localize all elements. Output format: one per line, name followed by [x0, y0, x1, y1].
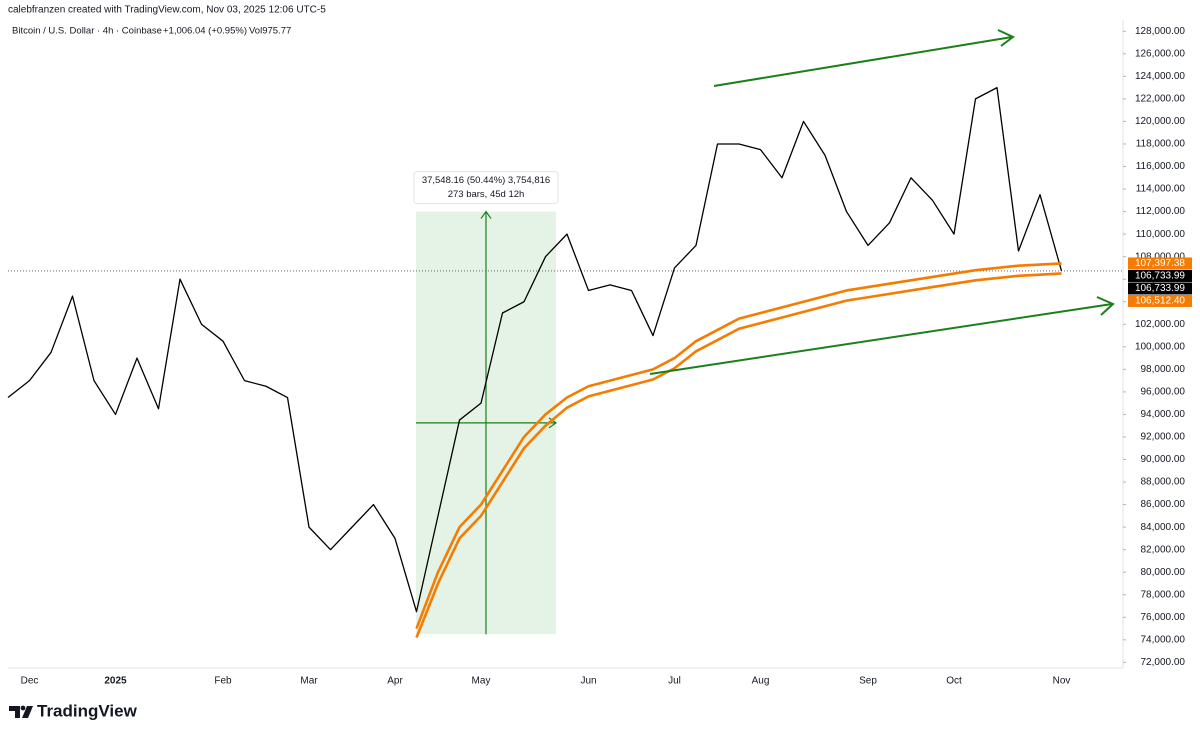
- y-tick-label: 102,000.00: [1135, 319, 1185, 330]
- y-tick-label: 78,000.00: [1141, 589, 1186, 600]
- arrow-head: [997, 29, 1015, 47]
- brand: TradingView: [37, 701, 138, 720]
- logo-dot: [20, 705, 26, 711]
- x-tick-label: Dec: [21, 676, 39, 687]
- x-tick-label: Aug: [752, 676, 770, 687]
- y-tick-label: 72,000.00: [1141, 657, 1186, 668]
- arrow-head: [1096, 296, 1115, 316]
- x-tick-label: Jul: [668, 676, 681, 687]
- y-tick-label: 120,000.00: [1135, 116, 1185, 127]
- symbol: Bitcoin / U.S. Dollar · 4h · Coinbase: [12, 26, 162, 37]
- trend-lines: [649, 29, 1115, 375]
- x-tick-label: Apr: [387, 676, 403, 687]
- change: +1,006.04 (+0.95%): [163, 26, 247, 37]
- measure-label: 37,548.16 (50.44%) 3,754,816: [422, 175, 550, 186]
- y-tick-label: 108,000.00: [1135, 251, 1185, 262]
- y-tick-label: 122,000.00: [1135, 94, 1185, 105]
- y-tick-label: 74,000.00: [1141, 634, 1186, 645]
- x-tick-label: Sep: [859, 676, 877, 687]
- arrow-head: [480, 210, 492, 219]
- x-tick-label: Mar: [300, 676, 318, 687]
- logo-mark: [9, 706, 33, 718]
- measure-tool: 37,548.16 (50.44%) 3,754,816 273 bars, 45…: [413, 171, 559, 635]
- attribution: calebfranzen created with TradingView.co…: [8, 5, 326, 16]
- trend-line: [649, 303, 1113, 375]
- price-label-box: [1128, 257, 1192, 270]
- y-tick-label: 76,000.00: [1141, 612, 1186, 623]
- y-tick-label: 82,000.00: [1141, 544, 1186, 555]
- measure-label: 273 bars, 45d 12h: [448, 189, 525, 200]
- price-label-box: [1128, 269, 1192, 282]
- price-line: [415, 262, 1062, 630]
- y-tick-label: 112,000.00: [1136, 206, 1186, 217]
- y-tick-label: 124,000.00: [1135, 71, 1185, 82]
- y-tick-label: 128,000.00: [1135, 26, 1185, 37]
- measure-label-box: [413, 171, 559, 205]
- price-label: 106,512.40: [1135, 296, 1185, 307]
- x-tick-label: May: [472, 676, 491, 687]
- axes: 72,000.00 74,000.00 76,000.00 78,000.00 80,0…: [21, 26, 1192, 687]
- trend-line: [713, 36, 1013, 87]
- series-layer: [7, 86, 1123, 639]
- y-tick-label: 92,000.00: [1141, 432, 1186, 443]
- y-tick-label: 88,000.00: [1141, 477, 1186, 488]
- y-tick-label: 90,000.00: [1141, 454, 1186, 465]
- y-tick-label: 116,000.00: [1136, 161, 1186, 172]
- price-line: [415, 272, 1062, 639]
- y-tick-label: 114,000.00: [1136, 184, 1186, 195]
- y-tick-label: 94,000.00: [1141, 409, 1186, 420]
- brand-logo: TradingView: [9, 701, 138, 720]
- y-tick-label: 118,000.00: [1136, 139, 1186, 150]
- price-label-box: [1128, 282, 1192, 295]
- price-label: 107,397.38: [1135, 258, 1185, 269]
- x-tick-label: Feb: [214, 676, 232, 687]
- x-tick-label: Jun: [580, 676, 596, 687]
- y-tick-label: 98,000.00: [1141, 364, 1186, 375]
- price-label: 106,733.99: [1135, 271, 1185, 282]
- y-tick-label: 84,000.00: [1141, 522, 1186, 533]
- price-label-box: [1128, 294, 1192, 307]
- y-tick-label: 96,000.00: [1141, 387, 1186, 398]
- x-tick-label: 2025: [104, 676, 127, 687]
- y-tick-label: 86,000.00: [1141, 499, 1186, 510]
- volume: Vol975.77: [249, 26, 291, 37]
- y-tick-label: 110,000.00: [1136, 229, 1186, 240]
- y-tick-label: 100,000.00: [1135, 341, 1185, 352]
- price-label: 106,733.99: [1135, 283, 1185, 294]
- price-line: [7, 86, 1063, 613]
- y-tick-label: 126,000.00: [1135, 48, 1185, 59]
- x-tick-label: Nov: [1053, 676, 1071, 687]
- y-tick-label: 80,000.00: [1141, 567, 1186, 578]
- x-tick-label: Oct: [946, 676, 962, 687]
